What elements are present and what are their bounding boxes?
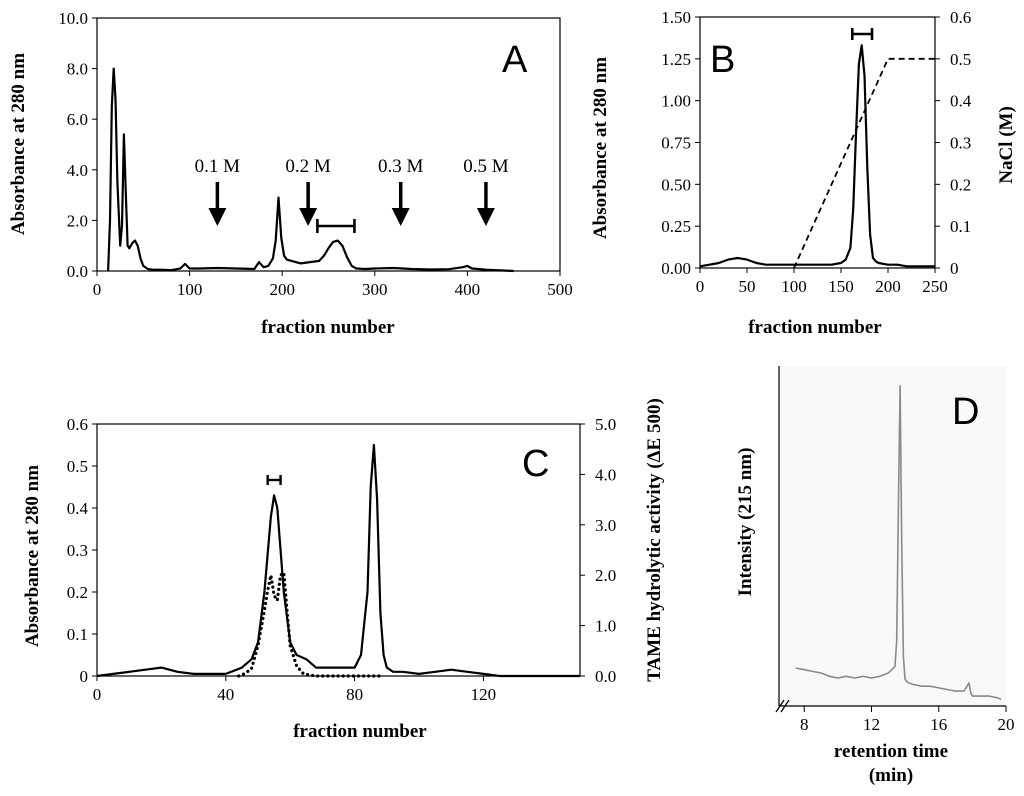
panel-c-y-tick-label: 0.4 bbox=[67, 499, 89, 518]
panel-a-x-tick-label: 100 bbox=[177, 280, 203, 299]
panel-b-letter: B bbox=[710, 39, 735, 81]
panel-b-y2-tick-label: 0.6 bbox=[950, 8, 971, 27]
panel-b-y-axis-label: Absorbance at 280 nm bbox=[590, 57, 611, 239]
panel-d: D 8 12 16 20 retention time (min) Intensity… bbox=[735, 366, 1015, 786]
panel-b-x-tick-label: 100 bbox=[781, 277, 807, 296]
panel-c-y-tick-label: 0.5 bbox=[67, 457, 88, 476]
panel-b-y2-tick-label: 0.5 bbox=[950, 50, 971, 69]
panel-b-x-tick-label: 50 bbox=[739, 277, 756, 296]
panel-b-y2-axis-label: NaCl (M) bbox=[996, 106, 1017, 184]
panel-c-y-axis-label: Absorbance at 280 nm bbox=[22, 465, 43, 647]
panel-b-x-tick-label: 0 bbox=[696, 277, 705, 296]
panel-a-y-tick-label: 8.0 bbox=[67, 60, 88, 79]
panel-a-y-axis-label: Absorbance at 280 nm bbox=[8, 53, 29, 235]
salt-step-label: 0.1 M bbox=[195, 156, 241, 177]
panel-c-x-axis-label: fraction number bbox=[293, 721, 427, 742]
panel-c-y-tick-label: 0 bbox=[80, 667, 89, 686]
panel-a: A 0 100 200 300 400 500 0.0 2.0 4.0 6.0 8.0 10.0 0.… bbox=[8, 9, 573, 338]
panel-b-y2-tick-label: 0.2 bbox=[950, 175, 971, 194]
panel-a-x-axis-label: fraction number bbox=[261, 317, 395, 338]
panel-c-plot-frame bbox=[96, 423, 581, 677]
salt-step-arrow-head bbox=[299, 208, 318, 226]
salt-step-label: 0.3 M bbox=[378, 156, 424, 177]
panel-b-y2-tick-label: 0.4 bbox=[950, 92, 972, 111]
panel-c-y2-tick-label: 1.0 bbox=[595, 617, 616, 636]
salt-step-label: 0.5 M bbox=[463, 156, 509, 177]
panel-b-x-tick-label: 200 bbox=[875, 277, 901, 296]
panel-b: B 0 50 100 150 200 2500.000.250.500.751.001.2… bbox=[590, 8, 1017, 338]
panel-a-a280-line bbox=[107, 67, 514, 273]
panel-d-y-axis-label: Intensity (215 nm) bbox=[735, 448, 756, 597]
panel-a-plot-frame bbox=[96, 17, 561, 272]
panel-d-x-tick-label: 20 bbox=[998, 715, 1015, 734]
panel-b-y2-tick-label: 0 bbox=[950, 259, 959, 278]
salt-step-arrow-head bbox=[476, 208, 495, 226]
axis-break-mark bbox=[775, 699, 790, 713]
panel-c-y2-tick-label: 5.0 bbox=[595, 415, 616, 434]
panel-b-y-tick-label: 1.50 bbox=[661, 8, 691, 27]
panel-b-y-tick-label: 0.25 bbox=[661, 217, 691, 236]
panel-a-x-tick-label: 200 bbox=[269, 280, 295, 299]
panel-a-y-tick-label: 4.0 bbox=[67, 161, 88, 180]
panel-a-x-tick-label: 300 bbox=[362, 280, 388, 299]
panel-a-x-tick-label: 400 bbox=[455, 280, 481, 299]
panel-b-a280-line bbox=[699, 44, 935, 268]
panel-c-x-tick-label: 80 bbox=[346, 685, 363, 704]
panel-a-y-tick-label: 2.0 bbox=[67, 211, 88, 230]
panel-d-x-tick-label: 8 bbox=[800, 715, 809, 734]
panel-b-x-tick-label: 150 bbox=[828, 277, 854, 296]
panel-a-y-tick-label: 0.0 bbox=[67, 262, 88, 281]
panel-c-y2-tick-label: 4.0 bbox=[595, 465, 616, 484]
panel-a-y-tick-label: 6.0 bbox=[67, 110, 88, 129]
panel-c-y-tick-label: 0.6 bbox=[67, 415, 88, 434]
panel-c-a280-line bbox=[96, 443, 580, 678]
panel-b-y-tick-label: 0.00 bbox=[661, 259, 691, 278]
panel-d-x-axis-unit: (min) bbox=[869, 765, 913, 786]
panel-c-y-tick-label: 0.2 bbox=[67, 583, 88, 602]
panel-d-hplc-trace bbox=[795, 385, 1002, 701]
salt-step-arrow-head bbox=[208, 208, 227, 226]
panel-c-x-tick-label: 0 bbox=[93, 685, 102, 704]
panel-a-x-tick-label: 500 bbox=[547, 280, 573, 299]
panel-a-y-tick-label: 10.0 bbox=[58, 9, 88, 28]
panel-c-x-tick-label: 40 bbox=[217, 685, 234, 704]
panel-d-x-tick-label: 16 bbox=[930, 715, 947, 734]
panel-a-letter: A bbox=[502, 39, 528, 81]
panel-c: C 0 40 80 120 0 0.1 0.2 0.3 0.4 0.5 0.6 0.0 1.0 2.0 3.… bbox=[22, 398, 665, 742]
panel-b-y-tick-label: 1.25 bbox=[661, 50, 691, 69]
panel-b-x-tick-label: 250 bbox=[922, 277, 948, 296]
panel-d-background bbox=[779, 366, 1006, 706]
panel-c-y-tick-label: 0.1 bbox=[67, 625, 88, 644]
panel-c-y-tick-label: 0.3 bbox=[67, 541, 88, 560]
panel-c-y2-axis-label: TAME hydrolytic activity (ΔE 500) bbox=[644, 398, 665, 682]
panel-b-nacl-gradient-line bbox=[793, 57, 935, 269]
salt-step-label: 0.2 M bbox=[285, 156, 331, 177]
panel-c-y2-tick-label: 2.0 bbox=[595, 566, 616, 585]
panel-b-y-tick-label: 0.75 bbox=[661, 134, 691, 153]
panel-c-y2-tick-label: 0.0 bbox=[595, 667, 616, 686]
panel-b-y-tick-label: 0.50 bbox=[661, 175, 691, 194]
salt-step-arrow-head bbox=[391, 208, 410, 226]
panel-c-letter: C bbox=[522, 443, 549, 485]
panel-c-tame-activity-line bbox=[237, 569, 382, 678]
panel-a-x-tick-label: 0 bbox=[93, 280, 102, 299]
panel-b-x-axis-label: fraction number bbox=[748, 317, 882, 338]
panel-d-x-axis-label: retention time bbox=[834, 741, 948, 762]
panel-b-y2-tick-label: 0.3 bbox=[950, 134, 971, 153]
panel-d-x-tick-label: 12 bbox=[863, 715, 880, 734]
panel-b-y2-tick-label: 0.1 bbox=[950, 217, 971, 236]
panel-c-y2-tick-label: 3.0 bbox=[595, 516, 616, 535]
panel-b-y-tick-label: 1.00 bbox=[661, 92, 691, 111]
panel-c-x-tick-label: 120 bbox=[471, 685, 497, 704]
panel-d-letter: D bbox=[952, 391, 979, 433]
